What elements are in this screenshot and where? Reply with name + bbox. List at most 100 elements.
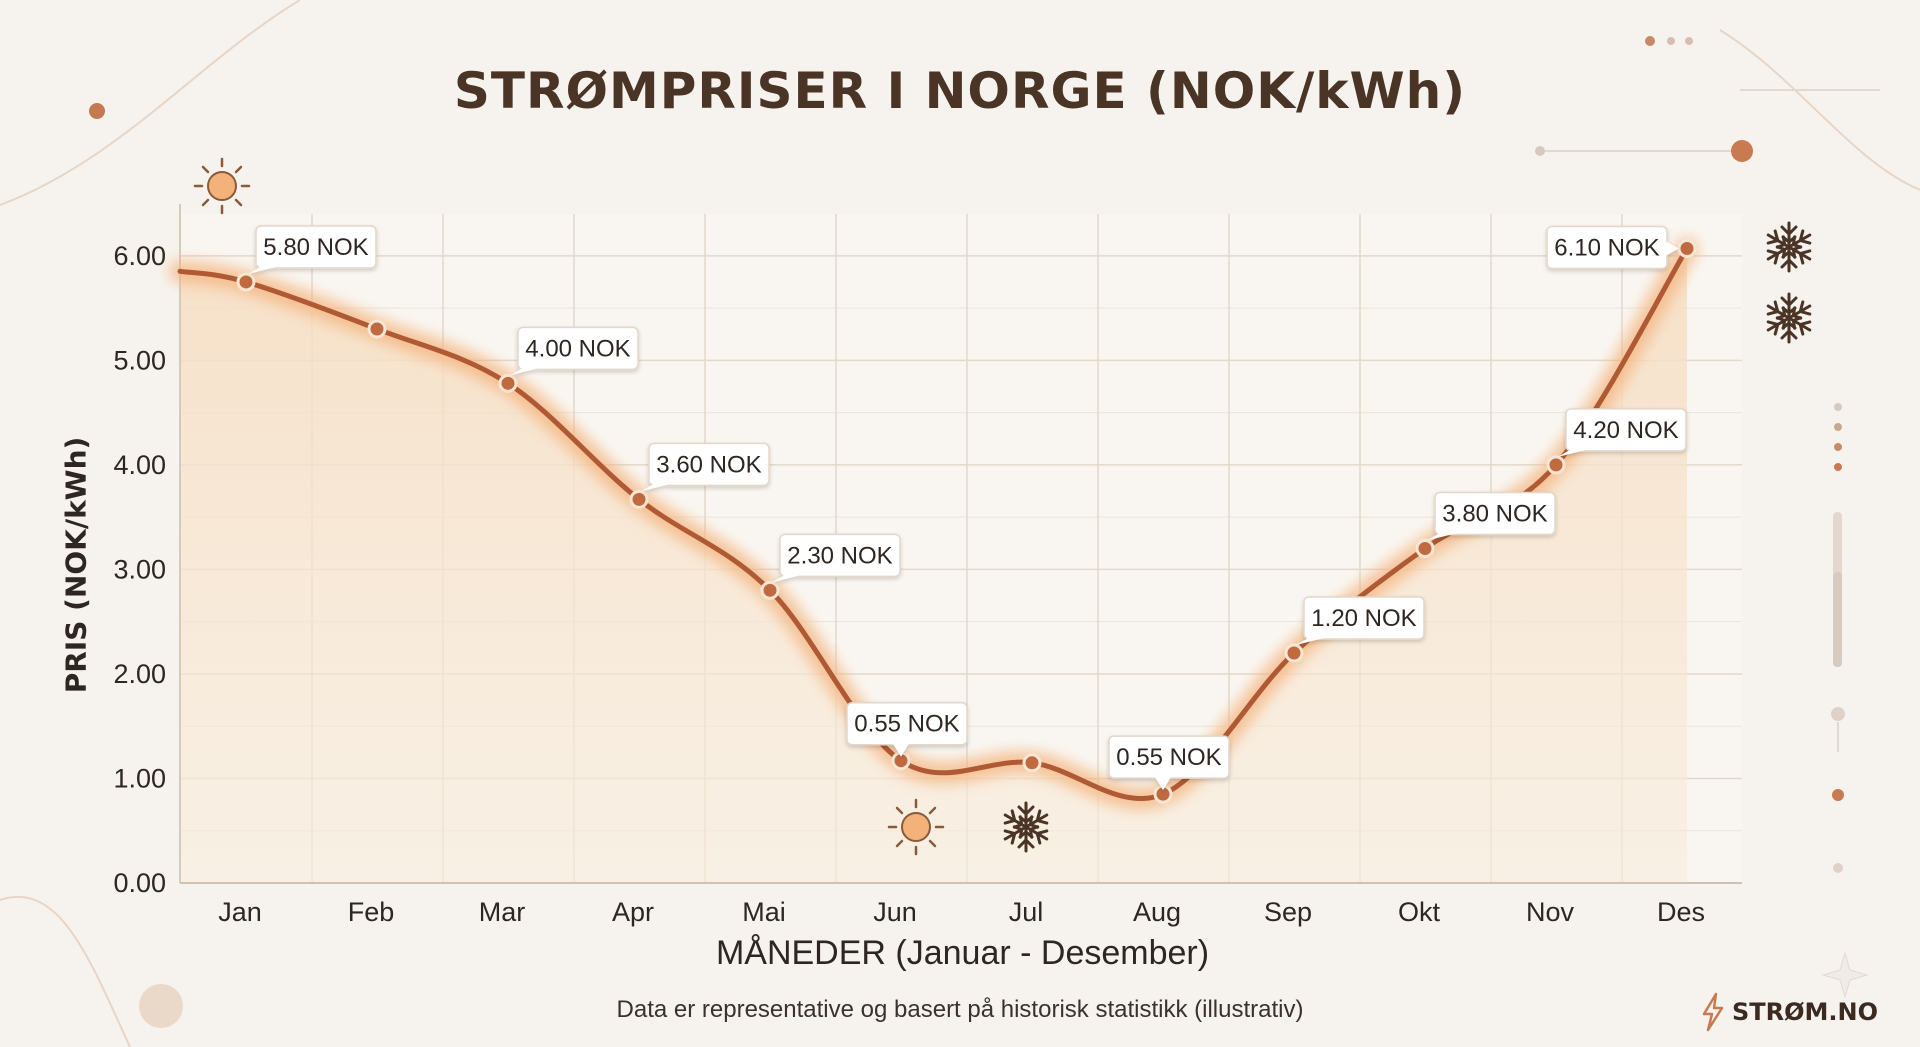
callout-box (1434, 491, 1556, 536)
x-tick-label: Mai (742, 897, 786, 927)
data-label-callout: 5.80 NOK (248, 225, 377, 274)
area-fill (180, 248, 1687, 884)
data-label-callout: 3.80 NOK (1427, 491, 1556, 541)
callout-box (1303, 596, 1425, 640)
chart-title: STRØMPRISER I NORGE (NOK/kWh) (453, 62, 1467, 120)
callout-tail (1427, 533, 1455, 541)
series-line (177, 245, 1690, 802)
decor-dot (139, 984, 183, 1028)
y-tick-label: 0.00 (113, 868, 166, 898)
data-label-callout: 0.55 NOK (1108, 735, 1230, 791)
y-tick-label: 2.00 (113, 659, 166, 689)
data-point (367, 319, 387, 339)
data-label-callout: 4.00 NOK (510, 326, 639, 376)
data-label: 0.55 NOK (1116, 744, 1221, 771)
data-label-callout: 6.10 NOK (1546, 225, 1679, 270)
decor-curve (0, 896, 131, 1047)
x-tick-label: Aug (1133, 897, 1181, 927)
data-label: 6.10 NOK (1554, 234, 1659, 261)
snowflake-icon (1765, 294, 1814, 342)
data-point (1415, 539, 1435, 558)
decor-dot (1685, 37, 1693, 45)
decor-curve (0, 0, 301, 206)
decor-curve (1719, 29, 1920, 191)
x-tick-label: Mar (479, 897, 526, 927)
data-points (236, 238, 1697, 804)
callout-tail (248, 266, 276, 274)
data-point (1284, 643, 1304, 663)
x-tick-label: Jun (873, 897, 917, 927)
data-label-callout: 4.20 NOK (1558, 408, 1687, 457)
sparkle-icon (1821, 951, 1869, 999)
x-tick-label: Sep (1264, 897, 1312, 927)
x-tick-label: Okt (1398, 897, 1441, 927)
callout-tail (1666, 241, 1679, 256)
sun-icon (193, 157, 251, 215)
decor-dot (1834, 423, 1842, 431)
sun-icon (887, 798, 945, 856)
data-point (1677, 238, 1697, 258)
x-tick-label: Jan (218, 897, 262, 927)
decor-dot (1667, 37, 1675, 45)
footnote: Data er representative og basert på hist… (616, 996, 1304, 1023)
decor-dot (1645, 36, 1655, 46)
callout-tail (772, 575, 800, 583)
callout-tail (893, 743, 909, 757)
y-tick-label: 6.00 (113, 241, 166, 271)
data-point (629, 489, 649, 509)
lightning-icon (1702, 992, 1724, 1032)
decor-dot (1834, 403, 1842, 411)
callout-box (779, 533, 901, 578)
callout-tail (1296, 638, 1324, 646)
x-tick-labels: Jan Feb Mar Apr Mai Jun Jul Aug Sep Okt Nov Des (218, 897, 1705, 927)
data-point (498, 373, 518, 393)
decor-dot (1834, 443, 1842, 451)
data-point (1022, 753, 1042, 773)
decor-dot (89, 103, 105, 119)
decor-dot (1831, 707, 1845, 721)
data-label: 4.00 NOK (525, 335, 630, 362)
callout-tail (510, 368, 538, 376)
x-tick-label: Apr (612, 897, 654, 927)
callout-box (255, 225, 377, 269)
data-label-callout: 1.20 NOK (1296, 596, 1425, 646)
brand: STRØM.NO (1700, 992, 1878, 1032)
callout-tail (641, 484, 669, 492)
y-tick-label: 4.00 (113, 450, 166, 480)
decor-bar (1833, 572, 1842, 667)
data-label-callout: 0.55 NOK (846, 701, 968, 757)
x-tick-label: Des (1657, 897, 1705, 927)
data-label: 5.80 NOK (263, 234, 368, 261)
x-axis-label: MÅNEDER (Januar - Desember) (715, 934, 1210, 972)
y-tick-label: 1.00 (113, 763, 166, 793)
callout-box (1565, 408, 1687, 452)
data-label: 1.20 NOK (1311, 605, 1416, 632)
x-tick-label: Nov (1526, 897, 1575, 927)
data-labels: 5.80 NOK 4.00 NOK 3.60 NOK 2.30 NOK 0.55 NOK… (248, 225, 1687, 791)
callout-box (648, 442, 770, 487)
decor-dot (1731, 140, 1753, 162)
y-tick-label: 5.00 (113, 345, 166, 375)
data-label-callout: 2.30 NOK (772, 533, 901, 583)
y-axis-label: PRIS (NOK/kWh) (59, 436, 93, 694)
decor-dot (1833, 863, 1843, 873)
data-label: 4.20 NOK (1573, 417, 1678, 444)
data-label: 3.60 NOK (656, 451, 761, 478)
snowflake-icon (1765, 223, 1814, 271)
data-label: 2.30 NOK (787, 542, 892, 569)
decor-dot (1832, 789, 1844, 801)
data-point (236, 272, 256, 292)
x-tick-label: Feb (348, 897, 395, 927)
data-label: 3.80 NOK (1442, 501, 1547, 528)
callout-box (517, 326, 639, 371)
decor-dot (1834, 463, 1842, 471)
callout-tail (1155, 777, 1171, 791)
brand-name: STRØM.NO (1731, 998, 1878, 1026)
y-tick-labels: 0.00 1.00 2.00 3.00 4.00 5.00 6.00 (113, 241, 166, 898)
data-point (1546, 455, 1566, 475)
data-point (760, 580, 780, 600)
callout-tail (1558, 449, 1586, 457)
